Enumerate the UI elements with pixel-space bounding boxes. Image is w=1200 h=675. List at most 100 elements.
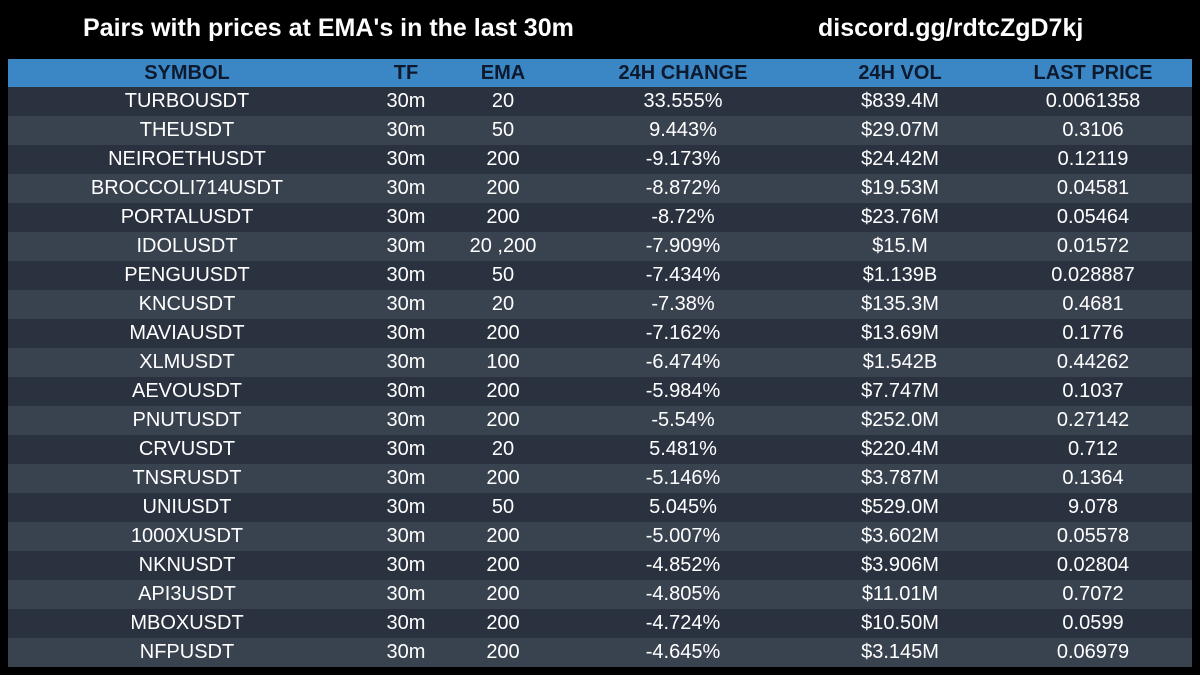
ema-cell: 200 [486, 409, 520, 431]
table-row: BROCCOLI714USDT 30m 200 -8.872% $19.53M 0.045… [8, 174, 1192, 203]
ema-cell: 100 [486, 351, 520, 373]
discord-link[interactable]: discord.gg/rdtcZgD7kj [818, 14, 1084, 42]
table-row: NEIROETHUSDT 30m 200 -9.173% $24.42M 0.12119 [8, 145, 1192, 174]
table-body: TURBOUSDT 30m 20 33.555% $839.4M 0.0061358 THE… [8, 87, 1192, 667]
change-cell: -8.72% [651, 206, 715, 228]
page-header: Pairs with prices at EMA's in the last 3… [0, 0, 1200, 60]
change-cell: 5.045% [649, 496, 717, 518]
change-cell: -7.38% [651, 293, 715, 315]
volume-cell: $23.76M [861, 206, 939, 228]
price-cell: 0.01572 [1056, 235, 1130, 257]
price-cell: 0.1364 [1062, 467, 1124, 489]
change-cell: -4.805% [645, 583, 721, 605]
volume-cell: $529.0M [861, 496, 939, 518]
change-cell: -4.645% [645, 641, 721, 663]
symbol-cell: MAVIAUSDT [129, 322, 245, 344]
volume-cell: $839.4M [861, 90, 939, 112]
ema-cell: 200 [486, 612, 520, 634]
tf-cell: 30m [386, 496, 426, 518]
price-cell: 0.4681 [1062, 293, 1124, 315]
volume-cell: $19.53M [861, 177, 939, 199]
price-cell: 0.02804 [1056, 554, 1130, 576]
symbol-cell: KNCUSDT [138, 293, 236, 315]
table-row: MBOXUSDT 30m 200 -4.724% $10.50M 0.0599 [8, 609, 1192, 638]
tf-cell: 30m [386, 322, 426, 344]
tf-cell: 30m [386, 525, 426, 547]
tf-cell: 30m [386, 554, 426, 576]
table-row: IDOLUSDT 30m 20 ,200 -7.909% $15.M 0.01572 [8, 232, 1192, 261]
ema-cell: 200 [486, 148, 520, 170]
volume-cell: $11.01M [861, 583, 939, 605]
symbol-cell: NEIROETHUSDT [108, 148, 266, 170]
tf-cell: 30m [386, 235, 426, 257]
symbol-cell: PENGUUSDT [124, 264, 250, 286]
volume-cell: $3.787M [861, 467, 939, 489]
price-cell: 0.0599 [1062, 612, 1124, 634]
symbol-cell: THEUSDT [139, 119, 235, 141]
change-cell: -4.852% [645, 554, 721, 576]
ema-cell: 200 [486, 206, 520, 228]
change-cell: -7.909% [645, 235, 721, 257]
ema-cell: 200 [486, 380, 520, 402]
table-row: UNIUSDT 30m 50 5.045% $529.0M 9.078 [8, 493, 1192, 522]
change-cell: -5.007% [645, 525, 721, 547]
symbol-cell: PNUTUSDT [132, 409, 242, 431]
price-cell: 0.44262 [1056, 351, 1130, 373]
volume-cell: $1.542B [862, 351, 938, 373]
ema-cell: 50 [491, 496, 515, 518]
table-row: PENGUUSDT 30m 50 -7.434% $1.139B 0.028887 [8, 261, 1192, 290]
symbol-cell: AEVOUSDT [131, 380, 243, 402]
volume-cell: $13.69M [861, 322, 939, 344]
ema-cell: 200 [486, 467, 520, 489]
column-header-tf[interactable]: TF [393, 61, 419, 84]
column-header-last-price[interactable]: LAST PRICE [1033, 61, 1153, 84]
tf-cell: 30m [386, 409, 426, 431]
ema-cell: 200 [486, 525, 520, 547]
tf-cell: 30m [386, 351, 426, 373]
ema-cell: 20 [491, 90, 515, 112]
ema-cell: 20 ,200 [469, 235, 537, 257]
change-cell: -5.146% [645, 467, 721, 489]
column-header-24h-change[interactable]: 24H CHANGE [618, 61, 748, 84]
volume-cell: $24.42M [861, 148, 939, 170]
volume-cell: $3.145M [861, 641, 939, 663]
symbol-cell: NKNUSDT [138, 554, 236, 576]
symbol-cell: CRVUSDT [138, 438, 236, 460]
ema-cell: 200 [486, 554, 520, 576]
symbol-cell: XLMUSDT [139, 351, 235, 373]
change-cell: -7.434% [645, 264, 721, 286]
price-cell: 0.1776 [1062, 322, 1124, 344]
change-cell: 9.443% [649, 119, 717, 141]
tf-cell: 30m [386, 438, 426, 460]
tf-cell: 30m [386, 119, 426, 141]
table-row: NKNUSDT 30m 200 -4.852% $3.906M 0.02804 [8, 551, 1192, 580]
symbol-cell: 1000XUSDT [130, 525, 244, 547]
symbol-cell: API3USDT [138, 583, 236, 605]
ema-cell: 20 [491, 293, 515, 315]
price-cell: 0.04581 [1056, 177, 1130, 199]
table-row: THEUSDT 30m 50 9.443% $29.07M 0.3106 [8, 116, 1192, 145]
tf-cell: 30m [386, 206, 426, 228]
price-cell: 0.05578 [1056, 525, 1130, 547]
tf-cell: 30m [386, 583, 426, 605]
tf-cell: 30m [386, 264, 426, 286]
volume-cell: $252.0M [861, 409, 939, 431]
change-cell: 33.555% [643, 90, 723, 112]
page-title: Pairs with prices at EMA's in the last 3… [83, 14, 574, 42]
column-header-24h-vol[interactable]: 24H VOL [858, 61, 942, 84]
ema-cell: 200 [486, 322, 520, 344]
tf-cell: 30m [386, 90, 426, 112]
volume-cell: $29.07M [861, 119, 939, 141]
volume-cell: $220.4M [861, 438, 939, 460]
price-cell: 0.27142 [1056, 409, 1130, 431]
change-cell: -4.724% [645, 612, 721, 634]
symbol-cell: PORTALUSDT [120, 206, 254, 228]
change-cell: -6.474% [645, 351, 721, 373]
column-header-ema[interactable]: EMA [480, 61, 526, 84]
tf-cell: 30m [386, 177, 426, 199]
price-cell: 0.12119 [1057, 148, 1129, 170]
table-header-row: SYMBOL TF EMA 24H CHANGE 24H VOL LAST PR… [8, 59, 1192, 87]
column-header-symbol[interactable]: SYMBOL [144, 61, 230, 84]
table-row: 1000XUSDT 30m 200 -5.007% $3.602M 0.05578 [8, 522, 1192, 551]
symbol-cell: TNSRUSDT [132, 467, 242, 489]
